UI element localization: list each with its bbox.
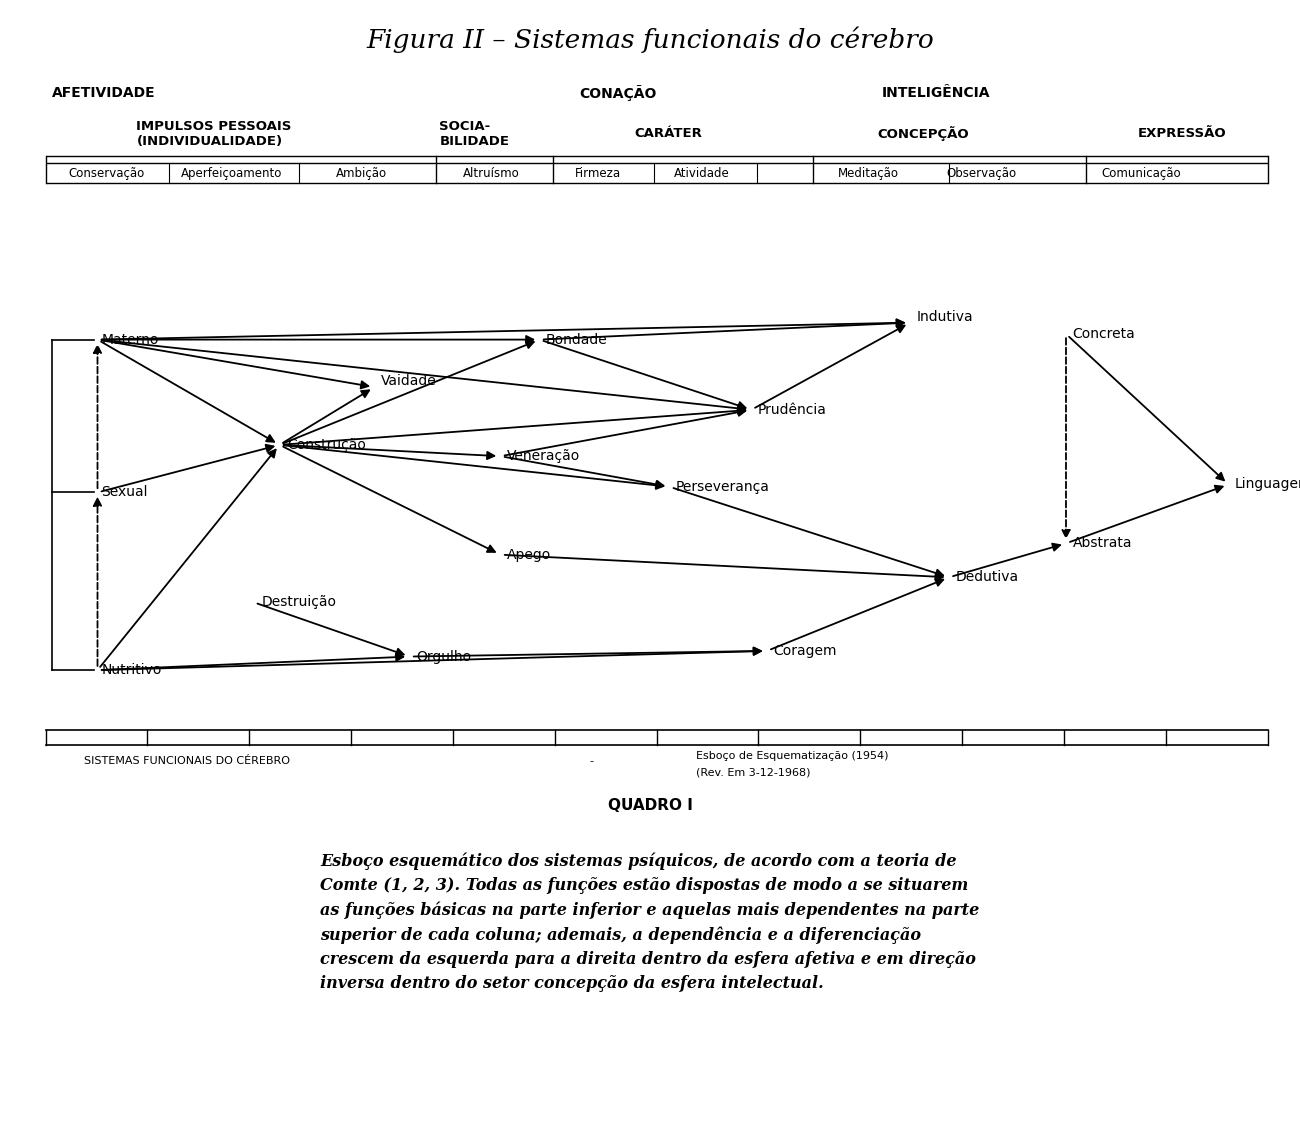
Text: Aperfeiçoamento: Aperfeiçoamento: [181, 166, 282, 180]
Text: Esboço de Esquematização (1954): Esboço de Esquematização (1954): [696, 752, 888, 761]
Text: Observação: Observação: [946, 166, 1017, 180]
Text: -: -: [589, 756, 594, 765]
Text: (Rev. Em 3-12-1968): (Rev. Em 3-12-1968): [696, 767, 810, 777]
Text: Sexual: Sexual: [101, 486, 148, 499]
Text: Vaidade: Vaidade: [381, 375, 437, 388]
Text: Materno: Materno: [101, 333, 159, 346]
Text: SISTEMAS FUNCIONAIS DO CÉREBRO: SISTEMAS FUNCIONAIS DO CÉREBRO: [84, 756, 290, 765]
Text: Ambição: Ambição: [335, 166, 387, 180]
Text: IMPULSOS PESSOAIS
(INDIVIDUALIDADE): IMPULSOS PESSOAIS (INDIVIDUALIDADE): [136, 120, 292, 147]
Text: Destruição: Destruição: [261, 595, 337, 609]
Text: SOCIA-
BILIDADE: SOCIA- BILIDADE: [439, 120, 510, 147]
Text: Linguagem: Linguagem: [1235, 478, 1300, 491]
Text: AFETIVIDADE: AFETIVIDADE: [52, 86, 156, 100]
Text: Concreta: Concreta: [1072, 327, 1135, 341]
Text: Nutritivo: Nutritivo: [101, 663, 161, 677]
Text: Abstrata: Abstrata: [1072, 537, 1132, 550]
Text: Conservação: Conservação: [69, 166, 144, 180]
Text: Apego: Apego: [507, 548, 551, 561]
Text: Construção: Construção: [287, 438, 367, 452]
Text: Perseverança: Perseverança: [676, 480, 770, 494]
Text: Comunicação: Comunicação: [1101, 166, 1182, 180]
Text: Dedutiva: Dedutiva: [956, 571, 1019, 584]
Text: Esboço esquemático dos sistemas psíquicos, de acordo com a teoria de
Comte (1, 2: Esboço esquemático dos sistemas psíquico…: [320, 852, 980, 993]
Text: Meditação: Meditação: [838, 166, 898, 180]
Text: Indutiva: Indutiva: [916, 310, 974, 324]
Text: QUADRO I: QUADRO I: [607, 798, 693, 814]
Text: EXPRESSÃO: EXPRESSÃO: [1138, 127, 1226, 140]
Text: Altruísmo: Altruísmo: [463, 166, 520, 180]
Text: Atividade: Atividade: [675, 166, 729, 180]
Text: CONCEPÇÃO: CONCEPÇÃO: [878, 126, 968, 142]
Text: INTELIGÊNCIA: INTELIGÊNCIA: [881, 86, 991, 100]
Text: Bondade: Bondade: [546, 333, 608, 346]
Text: Firmeza: Firmeza: [575, 166, 621, 180]
Text: Orgulho: Orgulho: [416, 650, 471, 663]
Text: Veneração: Veneração: [507, 449, 580, 463]
Text: Prudência: Prudência: [758, 403, 827, 417]
Text: Figura II – Sistemas funcionais do cérebro: Figura II – Sistemas funcionais do céreb…: [367, 26, 933, 53]
Text: CARÁTER: CARÁTER: [634, 127, 702, 140]
Text: Coragem: Coragem: [774, 644, 837, 658]
Text: CONAÇÃO: CONAÇÃO: [578, 85, 656, 101]
